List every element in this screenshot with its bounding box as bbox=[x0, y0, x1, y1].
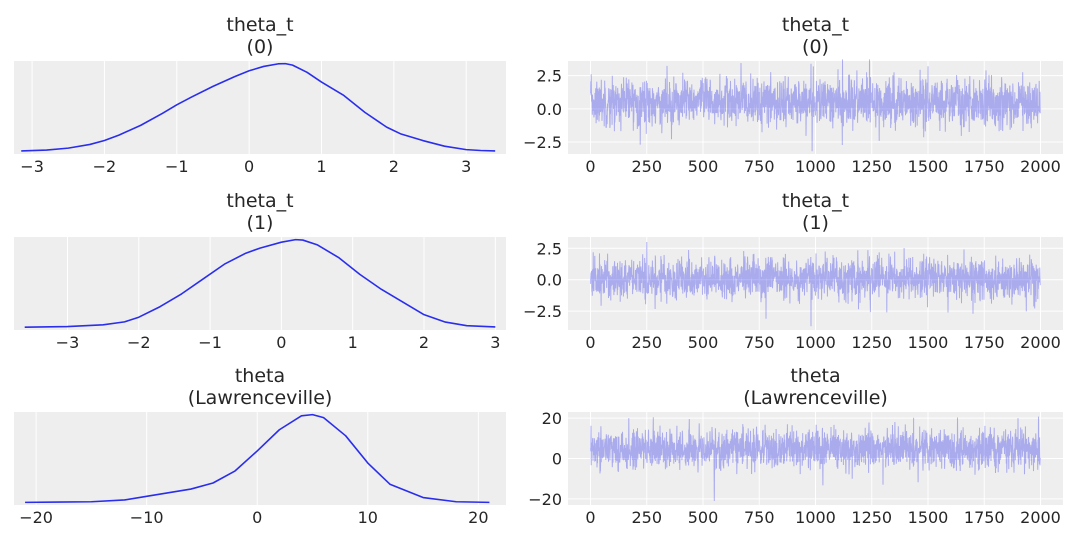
y-tick-label: 0.0 bbox=[537, 271, 562, 290]
panel-title: theta bbox=[235, 365, 285, 387]
panel-subtitle: (1) bbox=[247, 212, 274, 234]
x-tick-label: 1250 bbox=[851, 157, 892, 176]
x-tick-label: 2000 bbox=[1020, 508, 1061, 527]
panel-title: theta_t bbox=[226, 190, 293, 212]
x-tick-label: 1000 bbox=[795, 333, 836, 352]
trace-line bbox=[590, 241, 1041, 327]
panel-background bbox=[14, 61, 506, 154]
x-tick-label: 0 bbox=[276, 333, 286, 352]
x-tick-label: 1250 bbox=[851, 333, 892, 352]
trace-line bbox=[590, 416, 1041, 502]
x-tick-label: 250 bbox=[631, 157, 662, 176]
panel-subtitle: (Lawrenceville) bbox=[743, 387, 888, 409]
panel-4: −20 −10 0 10 20 theta(Lawrenceville) bbox=[14, 365, 506, 527]
x-tick-label: 750 bbox=[744, 333, 775, 352]
x-tick-label: 1 bbox=[348, 333, 358, 352]
y-tick-label: −20 bbox=[528, 490, 562, 509]
x-tick-label: 1500 bbox=[908, 157, 949, 176]
x-tick-label: 2000 bbox=[1020, 333, 1061, 352]
x-tick-label: 500 bbox=[688, 157, 719, 176]
trace-line bbox=[590, 59, 1041, 152]
x-tick-label: 750 bbox=[744, 157, 775, 176]
x-tick-label: 0 bbox=[585, 508, 595, 527]
panel-background bbox=[14, 237, 506, 330]
x-tick-label: 20 bbox=[468, 508, 488, 527]
x-tick-label: −3 bbox=[20, 157, 44, 176]
x-tick-label: 500 bbox=[688, 333, 719, 352]
x-tick-label: −1 bbox=[165, 157, 189, 176]
x-tick-label: 0 bbox=[585, 333, 595, 352]
y-tick-label: −2.5 bbox=[523, 133, 562, 152]
x-tick-label: −3 bbox=[56, 333, 80, 352]
panel-title: theta bbox=[790, 365, 840, 387]
panel-subtitle: (0) bbox=[802, 36, 829, 58]
density-line bbox=[21, 62, 496, 152]
panel-title: theta_t bbox=[782, 190, 849, 212]
y-tick-label: 0 bbox=[552, 450, 562, 469]
x-tick-label: 3 bbox=[490, 333, 500, 352]
density-line bbox=[25, 413, 490, 504]
x-tick-label: 2000 bbox=[1020, 157, 1061, 176]
x-tick-label: 1750 bbox=[964, 508, 1005, 527]
panel-subtitle: (Lawrenceville) bbox=[188, 387, 333, 409]
panel-subtitle: (0) bbox=[247, 36, 274, 58]
panel-background bbox=[14, 412, 506, 505]
x-tick-label: 1000 bbox=[795, 157, 836, 176]
y-tick-label: 2.5 bbox=[537, 239, 562, 258]
x-tick-label: 1500 bbox=[908, 333, 949, 352]
x-tick-label: −10 bbox=[130, 508, 164, 527]
x-tick-label: 2 bbox=[389, 157, 399, 176]
x-tick-label: 750 bbox=[744, 508, 775, 527]
x-tick-label: 0 bbox=[585, 157, 595, 176]
x-tick-label: 250 bbox=[631, 508, 662, 527]
x-tick-label: 0 bbox=[244, 157, 254, 176]
x-tick-label: 2 bbox=[419, 333, 429, 352]
x-tick-label: 1500 bbox=[908, 508, 949, 527]
panel-title: theta_t bbox=[782, 14, 849, 36]
y-tick-label: 0.0 bbox=[537, 100, 562, 119]
x-tick-label: 10 bbox=[358, 508, 378, 527]
x-tick-label: −2 bbox=[127, 333, 151, 352]
density-line bbox=[24, 238, 496, 328]
panel-1: 0 250 500 750 1000 1250 1500 1750 2000 −2.5 0.0 2.5… bbox=[523, 14, 1063, 176]
panel-0: −3 −2 −1 0 1 2 3 theta_t(0) bbox=[14, 14, 506, 176]
x-tick-label: −1 bbox=[198, 333, 222, 352]
panel-subtitle: (1) bbox=[802, 212, 829, 234]
y-tick-label: −2.5 bbox=[523, 302, 562, 321]
x-tick-label: 1250 bbox=[851, 508, 892, 527]
y-tick-label: 2.5 bbox=[537, 67, 562, 86]
panel-3: 0 250 500 750 1000 1250 1500 1750 2000 −2.5 0.0 2.5… bbox=[523, 190, 1063, 352]
panel-2: −3 −2 −1 0 1 2 3 theta_t(1) bbox=[14, 190, 506, 352]
x-tick-label: 1750 bbox=[964, 333, 1005, 352]
x-tick-label: 250 bbox=[631, 333, 662, 352]
x-tick-label: 0 bbox=[252, 508, 262, 527]
x-tick-label: 1 bbox=[316, 157, 326, 176]
y-tick-label: 20 bbox=[542, 409, 562, 428]
x-tick-label: 500 bbox=[688, 508, 719, 527]
panel-5: 0 250 500 750 1000 1250 1500 1750 2000 −20 0 20 thet… bbox=[528, 365, 1063, 527]
panel-title: theta_t bbox=[226, 14, 293, 36]
x-tick-label: −2 bbox=[93, 157, 117, 176]
x-tick-label: −20 bbox=[19, 508, 53, 527]
x-tick-label: 3 bbox=[461, 157, 471, 176]
x-tick-label: 1000 bbox=[795, 508, 836, 527]
x-tick-label: 1750 bbox=[964, 157, 1005, 176]
